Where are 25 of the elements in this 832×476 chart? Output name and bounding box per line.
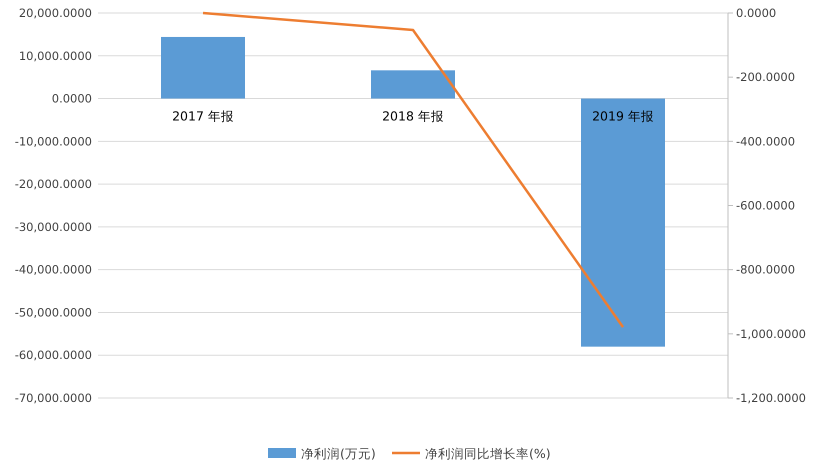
bar bbox=[581, 98, 665, 347]
y2-tick-label: -800.0000 bbox=[736, 262, 796, 277]
y-tick-label: -50,000.0000 bbox=[14, 305, 92, 320]
y2-tick-label: -600.0000 bbox=[736, 198, 796, 212]
y-tick-label: -30,000.0000 bbox=[14, 220, 92, 234]
bar bbox=[371, 70, 455, 99]
y-tick-label: 0.0000 bbox=[52, 92, 92, 106]
y-tick-label: -60,000.0000 bbox=[14, 348, 92, 362]
bar bbox=[161, 36, 245, 99]
y2-tick-label: -1,000.0000 bbox=[736, 326, 806, 341]
y-tick-label: -10,000.0000 bbox=[14, 134, 92, 148]
y-tick-label: -40,000.0000 bbox=[14, 262, 92, 277]
x-tick-label: 2018 年报 bbox=[382, 108, 444, 124]
x-tick-label: 2017 年报 bbox=[172, 108, 234, 124]
legend-label: 净利润同比增长率(%) bbox=[425, 446, 551, 461]
y2-tick-label: -1,200.0000 bbox=[736, 391, 806, 405]
y2-tick-label: -400.0000 bbox=[736, 134, 796, 148]
y-tick-label: -70,000.0000 bbox=[14, 391, 92, 405]
y-tick-label: 10,000.0000 bbox=[18, 48, 92, 63]
y-tick-label: -20,000.0000 bbox=[14, 177, 92, 192]
y-tick-label: 20,000.0000 bbox=[18, 6, 92, 20]
x-tick-label: 2019 年报 bbox=[592, 108, 654, 124]
y2-tick-label: -200.0000 bbox=[736, 70, 796, 84]
y2-tick-label: 0.0000 bbox=[736, 6, 776, 20]
legend-label: 净利润(万元) bbox=[301, 446, 376, 461]
